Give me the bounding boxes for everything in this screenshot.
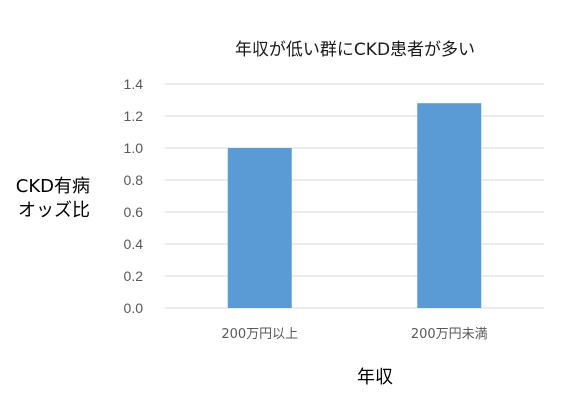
x-tick-labels: 200万円以上 200万円未満 [221,327,487,342]
y-tick-label: 1.4 [124,76,144,92]
bar [227,148,292,308]
y-tick-label: 0.4 [124,236,144,252]
y-tick-label: 1.0 [124,140,144,156]
y-tick-label: 0.6 [124,204,144,220]
y-tick-label: 0.0 [124,300,144,316]
chart-title: 年収が低い群にCKD患者が多い [235,40,475,60]
y-tick-label: 1.2 [124,108,144,124]
y-tick-labels: 0.0 0.2 0.4 0.6 0.8 1.0 1.2 1.4 [124,76,144,316]
y-tick-label: 0.8 [124,172,144,188]
y-axis-title-line-1: CKD有病 [16,176,90,197]
y-axis-title-line-2: オッズ比 [18,200,90,221]
x-tick-label: 200万円未満 [411,327,488,342]
bar [417,103,482,308]
bars [227,103,482,308]
x-axis-title: 年収 [357,367,393,388]
y-tick-label: 0.2 [124,268,144,284]
x-tick-label: 200万円以上 [221,327,298,342]
